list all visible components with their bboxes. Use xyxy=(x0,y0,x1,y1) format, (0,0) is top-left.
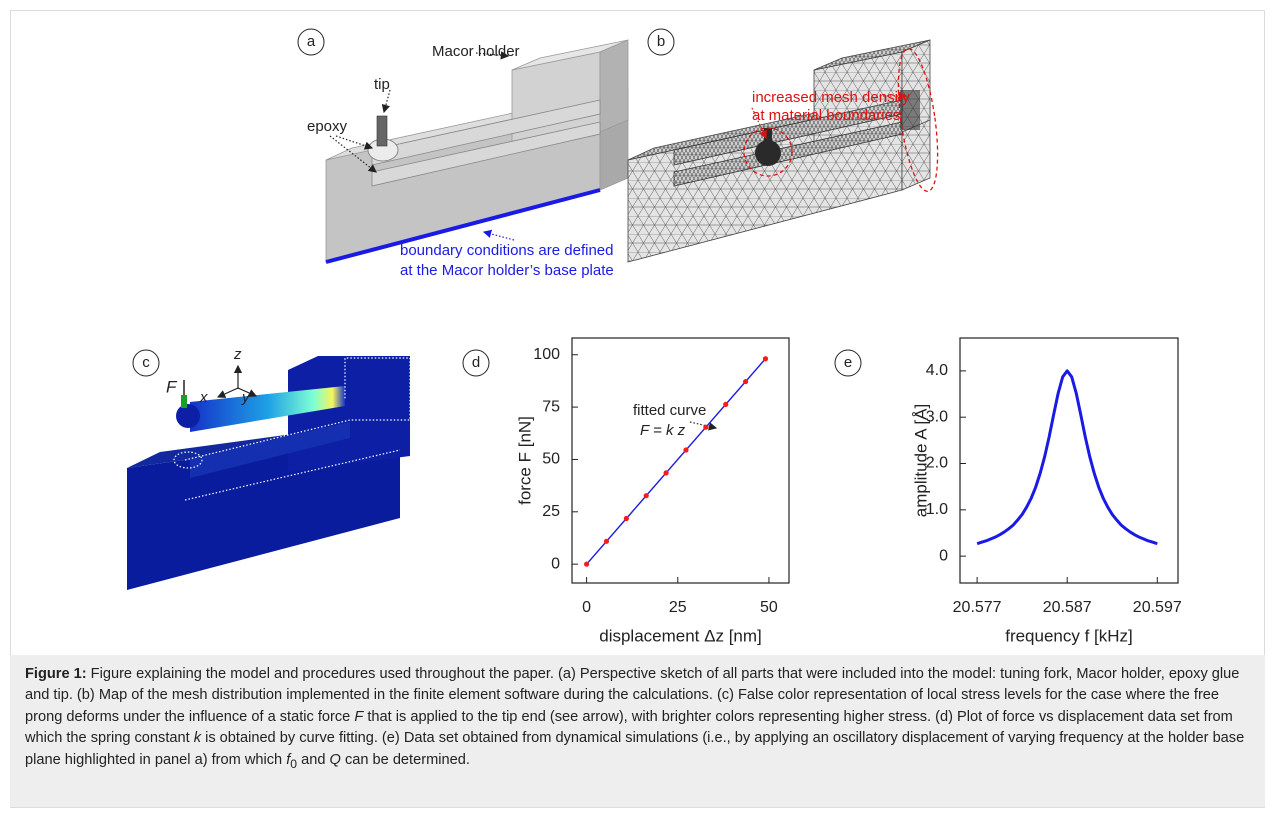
panel-letter: d xyxy=(462,349,490,377)
caption-var: f xyxy=(286,751,291,768)
y-axis-label: amplitude A [Å] xyxy=(911,404,930,517)
model-sketch xyxy=(325,39,629,264)
y-tick-label: 0 xyxy=(939,547,948,564)
panel-letter: c xyxy=(132,349,160,377)
y-tick-label: 25 xyxy=(542,503,560,520)
x-tick-label: 0 xyxy=(582,599,591,616)
caption-text: is obtained by curve fitting. (e) Data s… xyxy=(25,730,1245,768)
data-point xyxy=(603,538,610,544)
caption-text: can be determined. xyxy=(340,751,470,768)
data-point xyxy=(743,378,749,385)
y-tick-label: 0 xyxy=(551,555,560,572)
caption-text: that is applied to the tip end (see arro… xyxy=(25,708,1233,747)
x-tick-label: 20.597 xyxy=(1133,599,1182,616)
caption-var: k xyxy=(193,730,202,747)
annotation: F = k z xyxy=(640,422,686,439)
data-point xyxy=(762,356,769,362)
y-tick-label: 2.0 xyxy=(926,455,948,472)
caption-var: F xyxy=(354,708,364,725)
plot-frame xyxy=(571,337,790,584)
x-tick-label: 50 xyxy=(760,599,778,616)
force-label: F xyxy=(166,377,178,396)
mesh-sketch xyxy=(627,39,939,263)
panel-letter: b xyxy=(647,28,675,56)
y-axis-label: force F [nN] xyxy=(515,416,534,505)
data-point xyxy=(663,470,669,476)
caption-var: Q xyxy=(329,751,341,768)
panel-letter-text: d xyxy=(472,354,480,371)
caption-text: and xyxy=(297,751,330,768)
axis-name: y xyxy=(241,389,251,406)
data-line xyxy=(976,369,1158,546)
data-point xyxy=(583,561,590,567)
annotation: boundary conditions are defined xyxy=(400,242,614,259)
y-tick-label: 50 xyxy=(542,451,560,468)
caption-sub: 0 xyxy=(290,756,298,771)
y-tick-label: 75 xyxy=(542,398,560,415)
stress-map xyxy=(127,356,411,590)
y-tick-label: 3.0 xyxy=(926,408,948,425)
annotation: epoxy xyxy=(307,118,348,135)
annotation: at the Macor holder’s base plate xyxy=(400,262,614,279)
axis-name: z xyxy=(233,346,242,363)
x-axis-label: displacement Δz [nm] xyxy=(599,626,762,645)
panel-letter: e xyxy=(834,349,862,377)
panel-letter: a xyxy=(297,28,325,56)
plot-frame xyxy=(959,337,1179,584)
caption-text: Figure explaining the model and procedur… xyxy=(25,666,1240,725)
axis-name: x xyxy=(199,389,208,406)
data-point xyxy=(683,447,689,453)
panel-letter-text: c xyxy=(142,354,150,371)
data-line xyxy=(586,358,767,565)
caption-label: Figure 1: xyxy=(25,666,87,682)
figure: a b c d e Macor holder tip epoxy boundar… xyxy=(127,28,1182,645)
data-point xyxy=(723,401,729,407)
annotation: Macor holder xyxy=(432,43,520,60)
x-tick-label: 20.587 xyxy=(1043,599,1092,616)
data-point xyxy=(623,515,629,522)
caption: Figure 1: Figure explaining the model an… xyxy=(10,655,1265,807)
annotation: tip xyxy=(374,76,390,93)
x-axis-label: frequency f [kHz] xyxy=(1005,626,1133,645)
data-point xyxy=(643,493,649,499)
y-tick-label: 100 xyxy=(533,346,560,363)
x-tick-label: 25 xyxy=(669,599,687,616)
x-tick-label: 20.577 xyxy=(953,599,1002,616)
data-point xyxy=(703,424,709,430)
panel-letter-text: b xyxy=(657,33,665,50)
y-tick-label: 1.0 xyxy=(926,501,948,518)
annotation: fitted curve xyxy=(633,402,706,419)
panel-letter-text: e xyxy=(844,354,852,371)
annotation: at material boundaries xyxy=(752,107,900,124)
annotation: increased mesh density xyxy=(752,89,910,106)
y-tick-label: 4.0 xyxy=(926,362,948,379)
panel-letter-text: a xyxy=(307,33,316,50)
